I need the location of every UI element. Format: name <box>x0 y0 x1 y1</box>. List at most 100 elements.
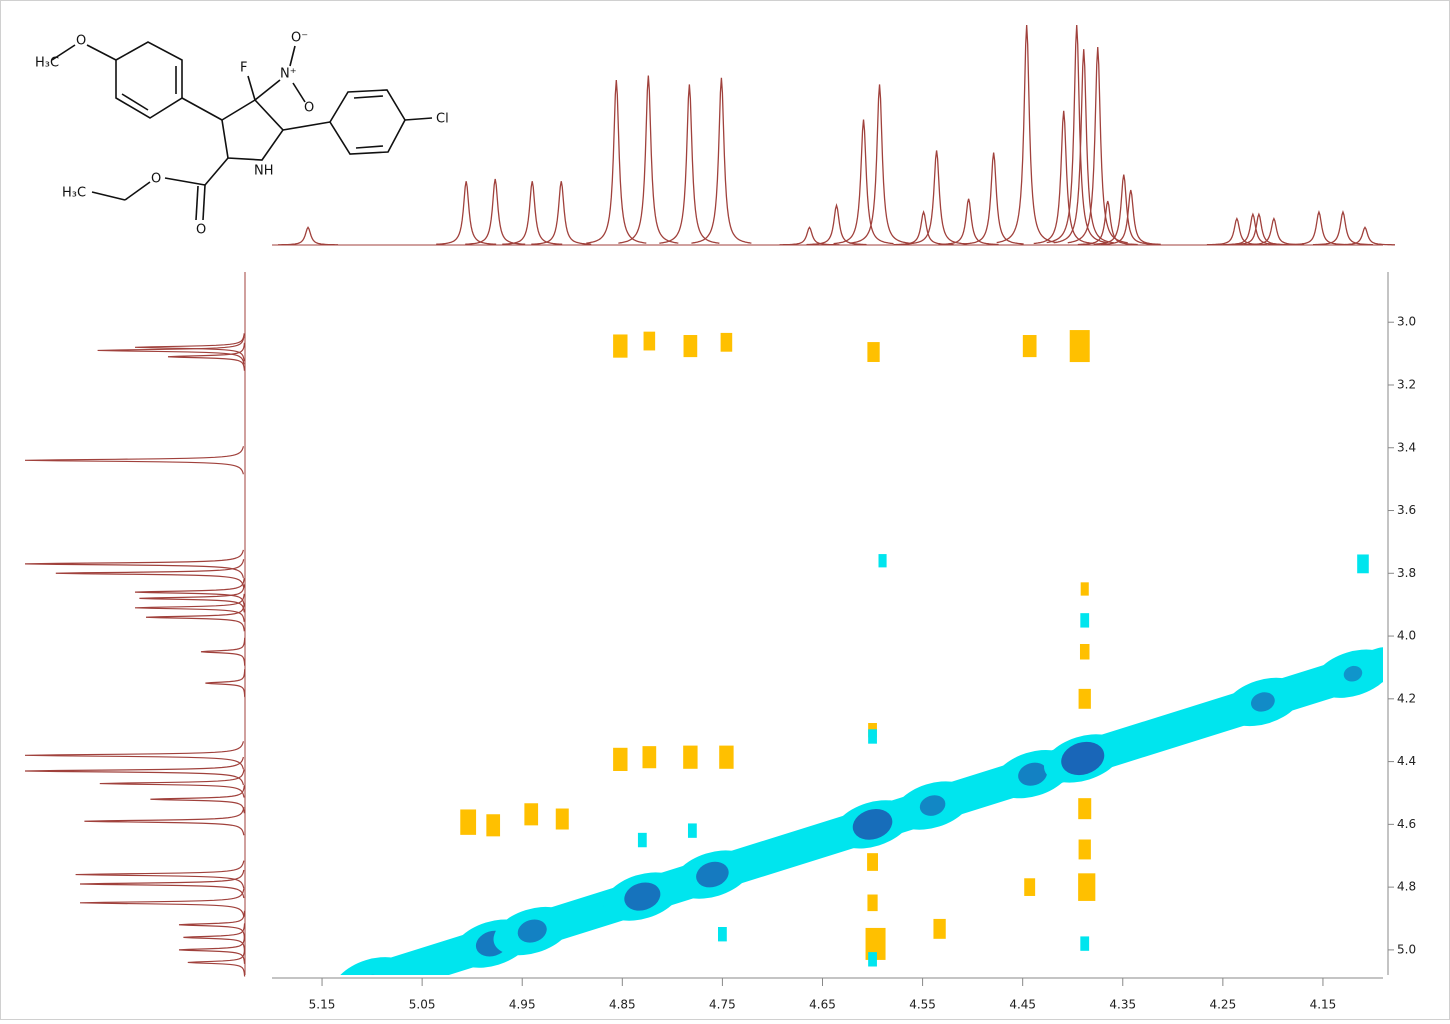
atom-label: N⁺ <box>280 67 297 82</box>
structure: H₃C O F N⁺ O⁻ O Cl NH H₃C O O <box>35 31 449 238</box>
diagonal-peak <box>893 781 972 830</box>
y-tick-label: 3.2 <box>1397 377 1416 391</box>
y-tick-label: 5.0 <box>1397 942 1416 956</box>
diagonal-peak-core <box>1018 762 1048 786</box>
cross-peak <box>867 853 878 871</box>
atom-label: Cl <box>436 112 449 127</box>
cross-peak <box>687 823 697 838</box>
diagonal-peak-core <box>624 882 661 911</box>
projection-peak <box>24 549 244 578</box>
diagonal-peak-core <box>1061 741 1105 776</box>
x-tick-label: 4.55 <box>909 998 936 1012</box>
projection-peak <box>183 923 246 952</box>
projection-peak <box>1100 189 1161 246</box>
projection-peak <box>1312 210 1373 246</box>
cross-peak <box>1080 582 1089 596</box>
atom-label: F <box>240 61 247 76</box>
atom-label: H₃C <box>35 56 59 71</box>
projection-peak <box>134 593 245 622</box>
atom-label: O <box>76 34 86 49</box>
cross-peak <box>933 918 946 939</box>
projection-peak <box>97 336 245 365</box>
cross-peak <box>1080 613 1090 628</box>
cross-peak <box>1080 936 1090 951</box>
cross-peak <box>524 803 539 826</box>
diagonal-peak <box>603 872 682 921</box>
projection-peak <box>963 152 1024 245</box>
projection-peak <box>205 669 246 698</box>
cross-peak <box>1357 554 1369 574</box>
cross-peak <box>613 747 628 771</box>
projection-peak <box>691 77 752 244</box>
x-tick-label: 4.35 <box>1109 998 1136 1012</box>
cross-peak <box>555 808 569 830</box>
y-tick-label: 4.4 <box>1397 754 1416 768</box>
projection-peak <box>1077 200 1138 246</box>
projection-peak <box>145 603 245 632</box>
y-tick-label: 3.8 <box>1397 566 1416 580</box>
diagonal-peak-core <box>696 861 729 888</box>
atom-label: O <box>196 223 206 238</box>
projection-peak <box>99 769 245 798</box>
cross-peak <box>1069 330 1090 363</box>
projection-peak <box>24 741 244 770</box>
diagonal-peak-core <box>517 919 547 943</box>
projection-peak <box>178 935 246 964</box>
projection-peak <box>55 559 245 588</box>
cross-peak <box>878 554 887 568</box>
diagonal-peak <box>833 800 912 849</box>
projection-peak <box>1093 174 1154 245</box>
cross-peak <box>1079 643 1090 660</box>
y-tick-label: 4.6 <box>1397 817 1416 831</box>
cross-peak <box>1078 839 1091 860</box>
cross-peak <box>1022 335 1037 358</box>
x-tick-label: 4.95 <box>509 998 536 1012</box>
diagonal-peak <box>333 957 411 975</box>
projection-peak <box>806 203 867 246</box>
projection-peak <box>833 119 894 245</box>
cross-peak <box>683 335 698 358</box>
x-tick-label: 4.85 <box>609 998 636 1012</box>
projection-peak <box>659 84 720 244</box>
cross-peak <box>1078 798 1092 820</box>
cross-peak <box>1078 873 1096 901</box>
projection-peak <box>1228 212 1289 246</box>
diagonal-peak-core <box>852 808 893 840</box>
y-tick-label: 4.0 <box>1397 629 1416 643</box>
atom-label: NH <box>254 164 274 179</box>
projection-peak <box>1046 24 1107 244</box>
diagonal-peak <box>1224 677 1302 727</box>
y-tick-label: 3.6 <box>1397 503 1416 517</box>
diagonal-peak <box>493 906 571 956</box>
projection-peak <box>134 577 245 607</box>
atom-label: O⁻ <box>291 31 308 46</box>
projection-peak <box>502 181 563 245</box>
cross-peak <box>719 745 734 769</box>
cross-peak <box>643 331 656 351</box>
cross-peak <box>1078 688 1091 709</box>
cross-peak <box>868 729 877 744</box>
y-tick-label: 3.4 <box>1397 440 1416 454</box>
projection-peak <box>24 756 244 786</box>
diagonal-peak-core <box>1343 665 1363 682</box>
x-tick-label: 4.45 <box>1009 998 1036 1012</box>
projection-peak <box>531 181 592 245</box>
diagonal-peak-core <box>919 795 946 816</box>
y-tick-label: 4.2 <box>1397 691 1416 705</box>
cross-peak <box>486 814 501 837</box>
projection-peak <box>586 79 647 244</box>
projection-peak <box>200 637 246 666</box>
projection-peak <box>178 910 246 939</box>
projection-peak <box>436 181 497 245</box>
cross-peak <box>865 927 886 960</box>
x-tick-label: 5.15 <box>309 998 336 1012</box>
cross-peak <box>1024 878 1036 896</box>
cross-peak <box>637 832 647 848</box>
cross-peak <box>683 745 698 769</box>
x-tick-label: 4.25 <box>1209 998 1236 1012</box>
diagonal-peak <box>673 850 752 899</box>
cross-peak <box>718 927 727 942</box>
cross-peak <box>868 952 877 967</box>
cross-peak <box>613 334 628 358</box>
